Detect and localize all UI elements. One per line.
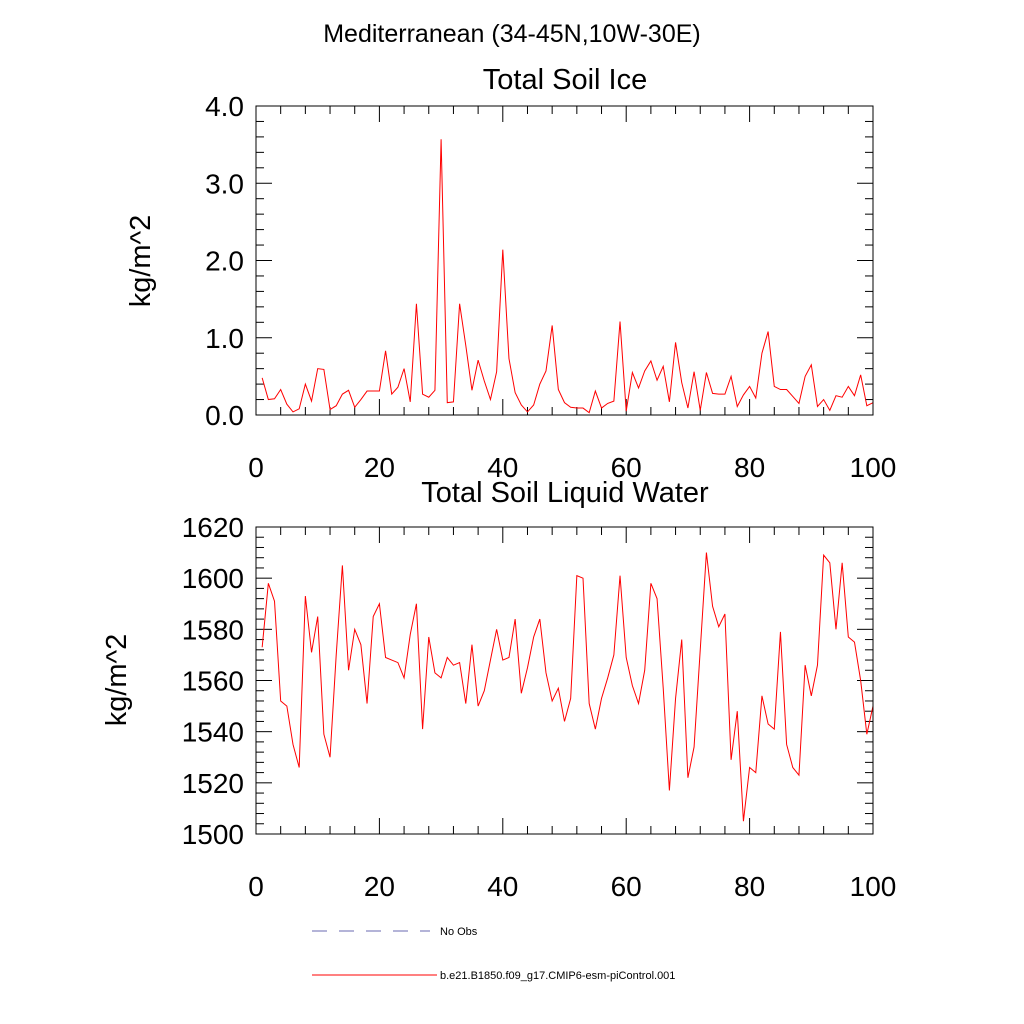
- x-tick-label: 60: [611, 871, 642, 902]
- x-tick-label: 100: [850, 871, 897, 902]
- plot-frame: [255, 526, 874, 835]
- axis-ticks: [255, 105, 874, 416]
- x-tick-label: 20: [364, 452, 395, 483]
- x-tick-label: 0: [248, 452, 264, 483]
- y-tick-label: 0.0: [205, 400, 244, 431]
- series-line: [261, 139, 874, 414]
- y-tick-label: 1520: [182, 768, 244, 799]
- chart-title: Total Soil Liquid Water: [421, 477, 709, 509]
- legend: No Obs b.e21.B1850.f09_g17.CMIP6-esm-piC…: [312, 926, 675, 982]
- y-tick-label: 3.0: [205, 168, 244, 199]
- y-tick-label: 1500: [182, 819, 244, 850]
- x-tick-label: 100: [850, 452, 897, 483]
- y-axis-label: kg/m^2: [125, 215, 157, 308]
- figure-title: Mediterranean (34-45N,10W-30E): [323, 20, 701, 48]
- y-tick-label: 1560: [182, 666, 244, 697]
- y-tick-label: 1540: [182, 717, 244, 748]
- legend-label-no-obs: No Obs: [440, 926, 478, 938]
- y-tick-label: 1.0: [205, 323, 244, 354]
- x-tick-label: 60: [611, 452, 642, 483]
- x-tick-label: 40: [487, 871, 518, 902]
- x-tick-label: 80: [734, 452, 765, 483]
- axis-tick-labels: 0 20 40 60 80 100 1500 1520 1540 1560 1580 1600 1620: [182, 512, 897, 902]
- plot-frame: [255, 105, 874, 416]
- chart-total-soil-ice: Total Soil Ice kg/m^2 0 20 40 60 80 100 0.0 1.0…: [125, 64, 896, 483]
- chart-total-soil-liquid-water: Total Soil Liquid Water kg/m^2 0 20 40 60 80…: [101, 477, 896, 902]
- series-line: [261, 552, 874, 822]
- y-axis-label: kg/m^2: [101, 634, 133, 727]
- axis-tick-labels: 0 20 40 60 80 100 0.0 1.0 2.0 3.0 4.0: [205, 91, 896, 483]
- y-tick-label: 2.0: [205, 246, 244, 277]
- x-tick-label: 0: [248, 871, 264, 902]
- axis-ticks: [255, 526, 874, 835]
- y-tick-label: 1620: [182, 512, 244, 543]
- y-tick-label: 1580: [182, 614, 244, 645]
- legend-label-model: b.e21.B1850.f09_g17.CMIP6-esm-piControl.…: [440, 970, 675, 982]
- x-tick-label: 80: [734, 871, 765, 902]
- y-tick-label: 4.0: [205, 91, 244, 122]
- x-tick-label: 40: [487, 452, 518, 483]
- y-tick-label: 1600: [182, 563, 244, 594]
- chart-title: Total Soil Ice: [483, 64, 647, 96]
- x-tick-label: 20: [364, 871, 395, 902]
